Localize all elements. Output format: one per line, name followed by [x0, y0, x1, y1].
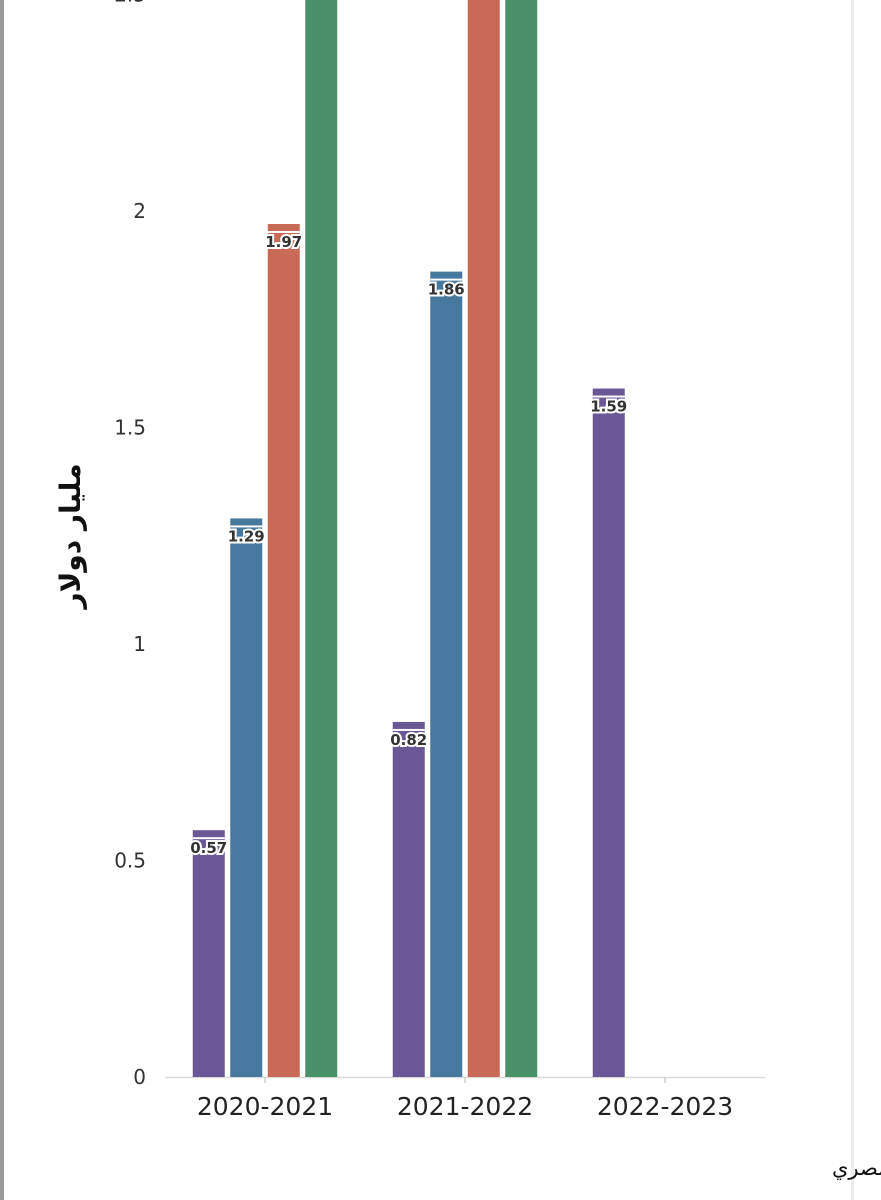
y-tick-label: 0.5: [114, 849, 146, 873]
data-label: 0.57: [190, 839, 227, 857]
data-label: 0.82: [390, 731, 427, 749]
bar-cap-divider: [392, 728, 425, 731]
x-tick-label: 2021-2022: [397, 1092, 533, 1121]
bar-cap-divider: [230, 525, 263, 528]
bar-cap-divider: [592, 395, 625, 398]
bar: [267, 223, 300, 1078]
data-label: 1.86: [428, 281, 465, 299]
bar: [305, 0, 338, 1078]
bar-cap-divider: [430, 278, 463, 281]
left-border: [0, 0, 4, 1200]
bars: [192, 0, 625, 1078]
y-axis-title: مليار دولار: [54, 463, 87, 610]
data-label: 1.29: [228, 527, 265, 545]
bar: [430, 271, 463, 1077]
y-tick-label: 1.5: [114, 416, 146, 440]
bar: [192, 830, 225, 1077]
y-tick-label: 1: [133, 632, 146, 656]
x-tick-label: 2020-2021: [197, 1092, 333, 1121]
axes: 00.511.522.533.544.552020-20212021-20222…: [114, 0, 765, 1121]
bar: [467, 0, 500, 1078]
y-tick-label: 2: [133, 199, 146, 223]
bar: [392, 721, 425, 1077]
bar-cap-divider: [192, 837, 225, 840]
data-label: 1.59: [590, 398, 627, 416]
bar-cap-divider: [267, 230, 300, 233]
source-note: المصدر: البنك المركزي المصري: [832, 1156, 881, 1180]
bar: [592, 388, 625, 1077]
data-labels: 0.571.291.972.710.821.863.024.481.59: [188, 231, 629, 859]
x-tick-label: 2022-2023: [597, 1092, 733, 1121]
bar: [230, 518, 263, 1077]
y-tick-label: 2.5: [114, 0, 146, 7]
bar: [505, 0, 538, 1078]
y-tick-label: 0: [133, 1065, 146, 1089]
right-border: [851, 0, 854, 1200]
data-label: 1.97: [265, 233, 302, 251]
